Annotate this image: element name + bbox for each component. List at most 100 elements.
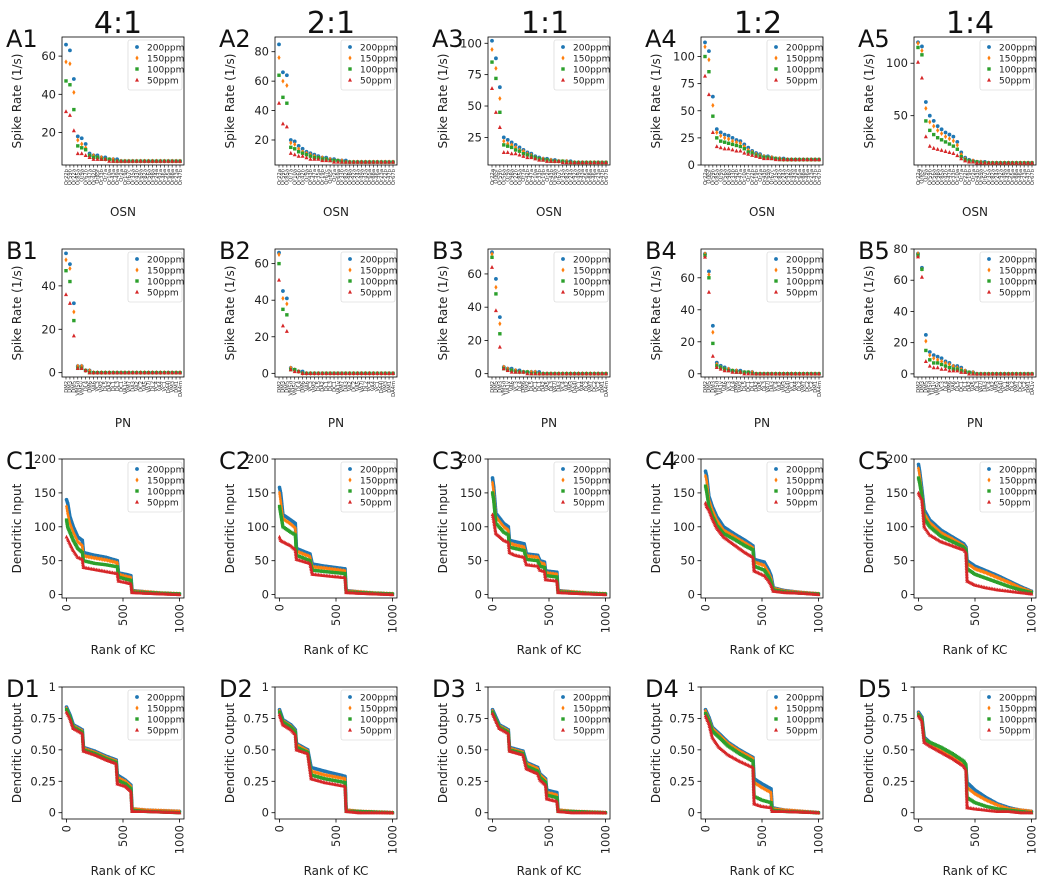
legend-marker [987,267,991,273]
y-tick-label: 0 [475,367,482,381]
y-tick-label: 50 [467,554,482,568]
legend-label: 100ppm [999,66,1036,76]
series-50ppm [277,100,395,164]
axes-frame [487,36,611,166]
x-category-label: VC3 [308,381,314,391]
data-point [387,371,392,375]
data-point [738,369,743,374]
data-point [64,109,68,114]
x-category-label: Or88a [371,169,377,185]
x-category-label: DL3 [762,381,768,391]
data-point [315,564,319,570]
x-category-label: Or42b [734,168,740,185]
x-tick-label: 0 [912,604,926,611]
data-series-group [703,40,821,163]
data-point [375,159,380,164]
data-point [935,354,940,359]
x-category-label: DC2 [592,381,598,392]
data-point [548,158,553,163]
y-tick-label: 0 [262,588,269,602]
data-point [955,153,960,158]
data-point [781,371,786,376]
x-tick-label: 500 [116,825,130,847]
data-point [138,158,143,163]
x-category-label: VC4 [367,380,373,391]
x-category-label: Or85f [707,169,713,184]
x-category-label: Or23a [1022,169,1028,185]
data-point [805,371,810,376]
data-point [320,158,325,163]
data-point [280,323,285,328]
data-point [537,157,542,162]
x-category-label: Or10a [533,169,539,185]
data-point [343,582,348,586]
data-point [542,565,547,570]
data-point [351,371,356,375]
legend-marker [987,67,991,71]
legend-marker [987,77,991,82]
x-category-label: VA4 [580,380,586,391]
x-category-label: Or82a [344,169,350,185]
legend-label: 100ppm [786,278,823,288]
data-point [280,121,285,126]
data-point [730,147,735,152]
data-point [765,371,770,376]
data-point [344,587,348,591]
legend-label: 50ppm [999,499,1031,509]
data-point [734,148,739,153]
data-point [943,360,948,366]
x-category-label: Or46a [162,169,168,185]
data-point [1026,371,1031,376]
data-point [320,371,325,375]
y-tick-label: 150 [460,486,482,500]
data-point [584,160,589,165]
x-category-label: Or49a [576,169,582,185]
data-point [734,369,739,374]
legend-marker [348,489,352,493]
x-category-label: Or35a [561,169,567,185]
x-category-label: DA4l [379,381,385,393]
axes-frame [61,248,185,378]
data-point [738,148,743,153]
data-point [491,494,495,498]
x-category-label: Or7a [959,169,965,182]
data-point [525,155,530,160]
data-point [963,158,968,163]
x-category-label: DM6 [734,381,740,393]
x-category-label: VC4 [154,380,160,391]
x-category-label: VC4 [561,380,567,391]
y-tick-label: 0 [475,588,482,602]
data-point [343,371,348,375]
x-axis-label: Rank of KC [91,643,156,657]
data-point [79,366,84,370]
x-category-label: Or67b [391,168,397,185]
x-category-label: DA2 [541,381,547,392]
data-point [178,370,182,375]
data-point [344,588,348,593]
series-50ppm [916,59,1034,165]
data-point [501,366,506,371]
x-category-label: Or49a [1002,169,1008,185]
data-point [939,358,944,364]
data-point [932,123,936,129]
x-tick-label: 500 [542,604,556,626]
data-point [491,519,496,524]
x-category-label: VC2 [1022,381,1028,391]
x-category-label: VC1 [162,381,168,391]
data-point [513,369,518,374]
y-tick-label: 200 [673,452,695,466]
legend-label: 150ppm [999,267,1036,277]
data-point [304,153,309,157]
data-point [773,371,778,376]
y-tick-label: 40 [41,279,56,293]
x-category-label: VM5v [80,381,86,395]
panel-label: C1 [6,447,38,475]
data-point [750,152,755,157]
data-point [742,147,747,151]
data-point [134,370,139,375]
legend-label: 100ppm [786,66,823,76]
x-category-label: DL5 [529,381,535,391]
legend-marker [135,279,139,283]
